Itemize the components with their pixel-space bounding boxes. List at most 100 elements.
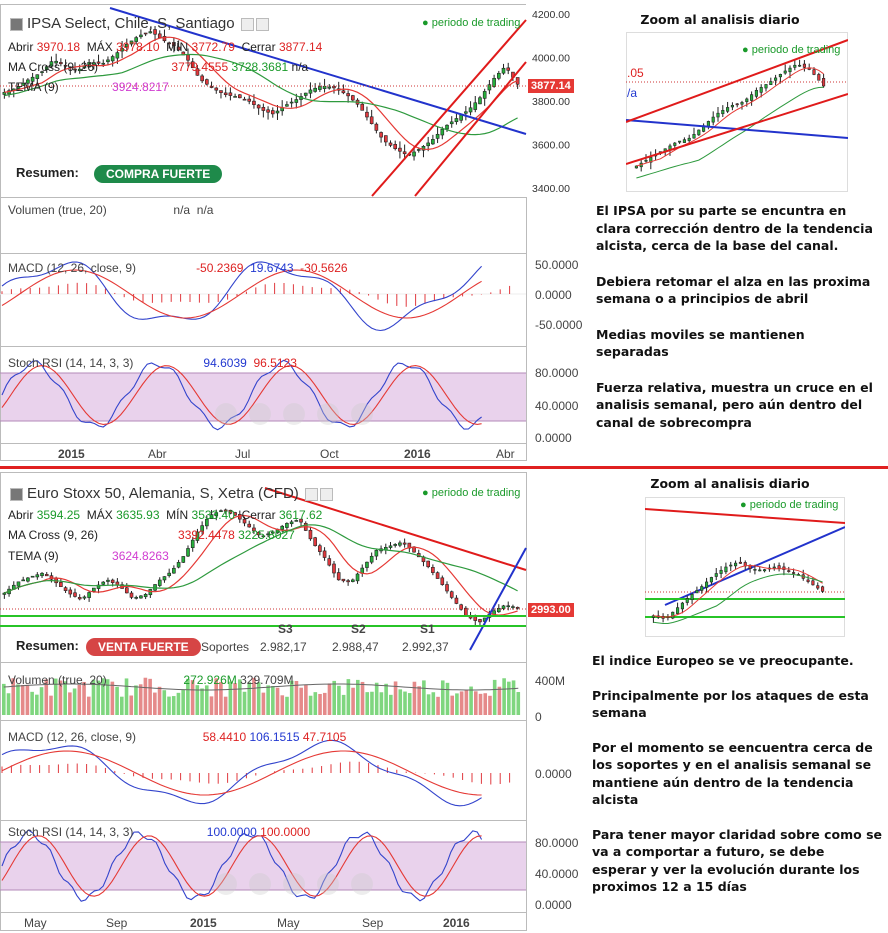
- euro-volume-bar: [516, 692, 521, 715]
- euro-candle: [252, 524, 256, 535]
- euro-candle: [96, 581, 101, 594]
- euro-zoom-controls: [215, 873, 373, 895]
- ipsa-candle: [110, 54, 115, 67]
- ipsa-candle: [214, 87, 219, 94]
- euro-candle: [242, 516, 247, 527]
- euro-volume-bar: [322, 692, 327, 715]
- ipsa-zoom-candle: [750, 91, 754, 106]
- euro-volume-bar: [186, 678, 190, 715]
- ipsa-candle: [223, 87, 228, 98]
- euro-candle: [332, 561, 336, 578]
- euro-settings-icon[interactable]: [304, 487, 318, 501]
- ipsa-candle: [285, 101, 289, 107]
- euro-volume-bar: [115, 686, 119, 715]
- euro-zoom-candle: [695, 586, 699, 594]
- euro-candle: [449, 590, 454, 600]
- ipsa-candle: [497, 70, 501, 81]
- ipsa-candle: [87, 58, 91, 68]
- ipsa-candle: [275, 105, 280, 120]
- ipsa-candle: [365, 106, 369, 121]
- euro-candle: [16, 581, 21, 590]
- euro-candle: [106, 577, 110, 586]
- euro-gear-icon[interactable]: [319, 487, 333, 501]
- euro-s2-value: 2.988,47: [332, 640, 379, 654]
- euro-volume-bar: [261, 692, 266, 715]
- ipsa-candle: [303, 92, 308, 99]
- euro-volume-bar: [440, 680, 445, 715]
- euro-volume-bar: [35, 694, 39, 715]
- ipsa-stoch-axis-1: 40.0000: [535, 399, 579, 413]
- ipsa-candle: [148, 28, 153, 34]
- euro-volume-bar: [450, 695, 454, 715]
- euro-volume-bar: [86, 696, 91, 715]
- euro-candle: [294, 519, 299, 522]
- euro-volume-bar: [39, 687, 44, 715]
- euro-candle: [77, 594, 82, 601]
- ipsa-zoom-candle: [692, 127, 696, 139]
- euro-volume-bar: [436, 696, 440, 715]
- euro-volume-bar: [360, 681, 365, 715]
- ipsa-zoom-chart: [626, 32, 848, 192]
- ipsa-note-1: El IPSA por su parte se encuntra en clar…: [596, 203, 873, 253]
- euro-volume-bar: [72, 688, 77, 715]
- euro-candle: [299, 518, 303, 526]
- ipsa-zoom-candle: [759, 84, 763, 98]
- ipsa-candle: [299, 93, 303, 107]
- euro-volume-bar: [25, 684, 30, 715]
- ipsa-candle: [318, 82, 322, 92]
- euro-volume-bar: [63, 681, 67, 715]
- euro-candle: [167, 568, 171, 578]
- euro-periodo: ● periodo de trading: [422, 487, 521, 499]
- euro-candle: [501, 604, 506, 611]
- ipsa-x-abr: Abr: [148, 447, 167, 461]
- ipsa-zoom-candle: [798, 59, 802, 67]
- euro-volume-bar: [289, 680, 294, 715]
- euro-candle: [365, 561, 369, 572]
- ipsa-settings-icon[interactable]: [240, 17, 254, 31]
- ipsa-candle: [336, 81, 341, 95]
- euro-candle: [219, 509, 223, 512]
- euro-zoom-candle: [729, 561, 733, 572]
- euro-candle: [172, 565, 176, 574]
- euro-zoom-candle: [772, 563, 776, 571]
- ipsa-zoom-candle: [783, 64, 787, 75]
- ipsa-macd-legend: MACD (12, 26, close, 9) -50.2369 19.6743…: [8, 261, 348, 275]
- euro-candle: [313, 536, 317, 547]
- ipsa-candle: [120, 41, 124, 59]
- euro-volume-bar: [96, 680, 100, 715]
- ipsa-candle: [153, 26, 157, 41]
- euro-resumen-label: Resumen:: [16, 638, 79, 653]
- euro-volume-bar: [431, 692, 436, 715]
- euro-volume-bar: [171, 696, 176, 715]
- ipsa-gear-icon[interactable]: [255, 17, 269, 31]
- euro-ohlc: Abrir 3594.25 MÁX 3635.93 MÍN 3533.40 Ce…: [8, 508, 323, 522]
- ipsa-chart: 4200.00 4000.00 3800.00 3600.00 3400.00: [0, 4, 586, 461]
- euro-candle: [435, 571, 440, 579]
- euro-stoch-axis-2: 0.0000: [535, 898, 572, 912]
- ipsa-candle: [383, 135, 388, 147]
- ipsa-x-2016: 2016: [404, 447, 431, 461]
- euro-tema-legend: TEMA (9) 3624.8263: [8, 549, 169, 563]
- euro-x-sep2: Sep: [362, 916, 384, 930]
- euro-candle: [454, 595, 459, 605]
- ipsa-candle: [63, 59, 68, 69]
- euro-volume-bar: [313, 692, 318, 715]
- euro-volume-bar: [365, 692, 370, 715]
- euro-s1-label: S1: [420, 622, 435, 636]
- euro-resumen-badge: VENTA FUERTE: [86, 638, 201, 656]
- ipsa-candle: [228, 87, 233, 101]
- euro-candle: [124, 583, 129, 594]
- euro-volume-bar: [356, 679, 360, 715]
- ipsa-stoch-legend: Stoch RSI (14, 14, 3, 3) 94.6039 96.5123: [8, 356, 297, 370]
- ipsa-downtrend-line: [109, 7, 527, 135]
- euro-volume-bar: [148, 678, 152, 715]
- euro-candle: [256, 531, 261, 538]
- euro-s2-label: S2: [351, 622, 366, 636]
- euro-candle: [374, 549, 379, 561]
- euro-candle: [63, 586, 68, 594]
- euro-candle: [30, 575, 35, 578]
- euro-volume-bar: [30, 691, 34, 715]
- ipsa-zoom-candle: [716, 106, 720, 122]
- ipsa-candle: [96, 54, 101, 66]
- ipsa-candle: [195, 64, 200, 76]
